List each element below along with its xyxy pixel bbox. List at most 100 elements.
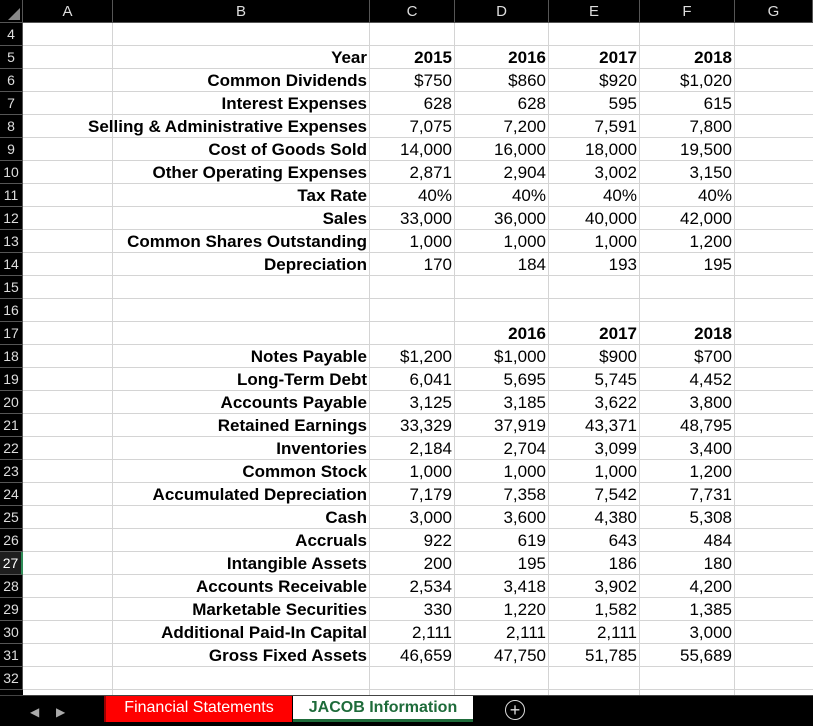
value-cell[interactable]: $900 (599, 347, 637, 366)
value-cell[interactable]: 7,800 (689, 117, 732, 136)
value-cell[interactable]: 7,358 (503, 485, 546, 504)
value-cell[interactable]: 43,371 (585, 416, 637, 435)
row-header-29[interactable]: 29 (0, 598, 23, 621)
value-cell[interactable]: 195 (517, 554, 546, 573)
value-cell[interactable]: 3,185 (503, 393, 546, 412)
label-cell[interactable]: Common Shares Outstanding (127, 232, 367, 251)
value-cell[interactable]: $1,020 (680, 71, 732, 90)
value-cell[interactable]: 1,000 (409, 462, 452, 481)
value-cell[interactable]: 643 (608, 531, 637, 550)
row-header-22[interactable]: 22 (0, 437, 23, 460)
row-header-8[interactable]: 8 (0, 115, 23, 138)
row-header-20[interactable]: 20 (0, 391, 23, 414)
value-cell[interactable]: 5,308 (689, 508, 732, 527)
value-cell[interactable]: 619 (517, 531, 546, 550)
value-cell[interactable]: 1,200 (689, 462, 732, 481)
label-cell[interactable]: Accounts Payable (220, 393, 367, 412)
select-all-corner[interactable] (0, 0, 23, 23)
value-cell[interactable]: 595 (608, 94, 637, 113)
value-cell[interactable]: 40,000 (585, 209, 637, 228)
value-cell[interactable]: 14,000 (400, 140, 452, 159)
year-header-cell[interactable]: 2017 (599, 48, 637, 67)
value-cell[interactable]: 33,000 (400, 209, 452, 228)
row-header-10[interactable]: 10 (0, 161, 23, 184)
year-header-cell[interactable]: 2018 (694, 324, 732, 343)
row-header-9[interactable]: 9 (0, 138, 23, 161)
value-cell[interactable]: 184 (517, 255, 546, 274)
value-cell[interactable]: 1,000 (594, 232, 637, 251)
value-cell[interactable]: 3,002 (594, 163, 637, 182)
value-cell[interactable]: 7,731 (689, 485, 732, 504)
value-cell[interactable]: 628 (423, 94, 452, 113)
label-cell[interactable]: Common Dividends (207, 71, 367, 90)
next-sheet-icon[interactable]: ▶ (56, 705, 66, 719)
row-header-31[interactable]: 31 (0, 644, 23, 667)
label-cell[interactable]: Retained Earnings (217, 416, 367, 435)
row-header-16[interactable]: 16 (0, 299, 23, 322)
value-cell[interactable]: 200 (423, 554, 452, 573)
column-header-a[interactable]: A (23, 0, 113, 23)
row-header-4[interactable]: 4 (0, 23, 23, 46)
plus-circle-icon[interactable]: + (505, 700, 525, 720)
value-cell[interactable]: 1,385 (689, 600, 732, 619)
value-cell[interactable]: 46,659 (400, 646, 452, 665)
value-cell[interactable]: 7,179 (409, 485, 452, 504)
value-cell[interactable]: 48,795 (680, 416, 732, 435)
label-cell[interactable]: Cash (325, 508, 367, 527)
label-cell[interactable]: Marketable Securities (192, 600, 367, 619)
row-header-25[interactable]: 25 (0, 506, 23, 529)
value-cell[interactable]: 7,542 (594, 485, 637, 504)
cell-grid[interactable]: Year 2015 2016 2017 2018 Common Dividends $750… (23, 23, 813, 695)
value-cell[interactable]: 19,500 (680, 140, 732, 159)
row-header-17[interactable]: 17 (0, 322, 23, 345)
value-cell[interactable]: 3,125 (409, 393, 452, 412)
value-cell[interactable]: 3,000 (409, 508, 452, 527)
value-cell[interactable]: 1,000 (503, 462, 546, 481)
column-header-d[interactable]: D (455, 0, 549, 23)
row-header-14[interactable]: 14 (0, 253, 23, 276)
value-cell[interactable]: 1,000 (594, 462, 637, 481)
value-cell[interactable]: 628 (517, 94, 546, 113)
value-cell[interactable]: 1,000 (503, 232, 546, 251)
row-header-19[interactable]: 19 (0, 368, 23, 391)
column-header-e[interactable]: E (549, 0, 640, 23)
label-cell[interactable]: Gross Fixed Assets (208, 646, 367, 665)
label-cell[interactable]: Long-Term Debt (236, 370, 367, 389)
value-cell[interactable]: 180 (703, 554, 732, 573)
value-cell[interactable]: 3,099 (594, 439, 637, 458)
label-cell[interactable]: Accumulated Depreciation (152, 485, 367, 504)
row-header-12[interactable]: 12 (0, 207, 23, 230)
value-cell[interactable]: $860 (508, 71, 546, 90)
value-cell[interactable]: 2,184 (409, 439, 452, 458)
value-cell[interactable]: 2,534 (409, 577, 452, 596)
value-cell[interactable]: 170 (423, 255, 452, 274)
label-cell[interactable]: Common Stock (242, 462, 367, 481)
value-cell[interactable]: 3,800 (689, 393, 732, 412)
value-cell[interactable]: 55,689 (680, 646, 732, 665)
value-cell[interactable]: 36,000 (494, 209, 546, 228)
label-cell[interactable]: Accounts Receivable (195, 577, 367, 596)
value-cell[interactable]: $1,200 (400, 347, 452, 366)
row-header-21[interactable]: 21 (0, 414, 23, 437)
value-cell[interactable]: 18,000 (585, 140, 637, 159)
row-header-28[interactable]: 28 (0, 575, 23, 598)
value-cell[interactable]: 7,075 (409, 117, 452, 136)
column-header-g[interactable]: G (735, 0, 813, 23)
value-cell[interactable]: $750 (414, 71, 452, 90)
row-header-6[interactable]: 6 (0, 69, 23, 92)
value-cell[interactable]: $700 (694, 347, 732, 366)
value-cell[interactable]: $1,000 (494, 347, 546, 366)
label-cell[interactable]: Selling & Administrative Expenses (87, 117, 367, 136)
label-cell[interactable]: Cost of Goods Sold (208, 140, 367, 159)
value-cell[interactable]: 47,750 (494, 646, 546, 665)
row-header-7[interactable]: 7 (0, 92, 23, 115)
row-header-27[interactable]: 27 (0, 552, 23, 575)
value-cell[interactable]: $920 (599, 71, 637, 90)
value-cell[interactable]: 193 (608, 255, 637, 274)
label-cell[interactable]: Interest Expenses (221, 94, 367, 113)
column-header-f[interactable]: F (640, 0, 735, 23)
value-cell[interactable]: 5,745 (594, 370, 637, 389)
year-header-cell[interactable]: 2018 (694, 48, 732, 67)
label-cell[interactable]: Sales (322, 209, 367, 228)
value-cell[interactable]: 3,418 (503, 577, 546, 596)
